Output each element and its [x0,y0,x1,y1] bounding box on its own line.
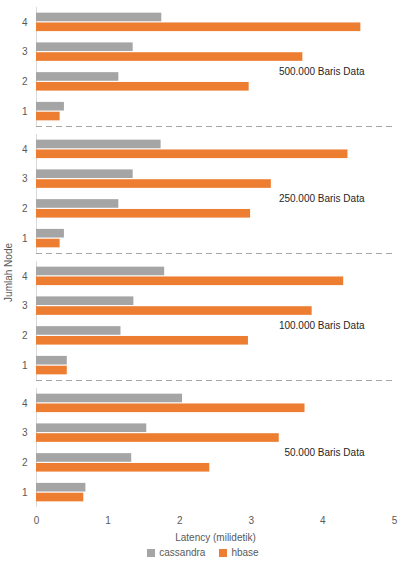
svg-text:1: 1 [22,487,28,498]
svg-text:2: 2 [22,203,28,214]
svg-text:4: 4 [320,515,326,526]
svg-text:1: 1 [22,233,28,244]
svg-text:1: 1 [22,106,28,117]
svg-text:3: 3 [22,173,28,184]
svg-text:3: 3 [22,427,28,438]
svg-text:4: 4 [22,271,28,282]
svg-text:50.000 Baris Data: 50.000 Baris Data [284,447,364,458]
svg-text:3: 3 [249,515,255,526]
svg-text:2: 2 [177,515,183,526]
svg-text:1: 1 [22,360,28,371]
svg-text:1: 1 [105,515,111,526]
svg-text:250.000 Baris Data: 250.000 Baris Data [279,193,365,204]
html-text:Jumlah Node: Jumlah Node [2,243,14,302]
svg-text:2: 2 [22,330,28,341]
svg-text:100.000 Baris Data: 100.000 Baris Data [279,320,365,331]
svg-text:4: 4 [22,398,28,409]
svg-text:2: 2 [22,457,28,468]
svg-text:4: 4 [22,144,28,155]
html-text:cassandra: cassandra [159,547,206,558]
svg-text:Latency (milidetik): Latency (milidetik) [175,532,256,543]
svg-text:3: 3 [22,300,28,311]
svg-text:2: 2 [22,76,28,87]
svg-text:5: 5 [392,515,398,526]
svg-text:0: 0 [34,515,40,526]
html-text:hbase: hbase [231,547,259,558]
svg-text:3: 3 [22,46,28,57]
svg-text:500.000 Baris Data: 500.000 Baris Data [279,66,365,77]
svg-text:4: 4 [22,17,28,28]
